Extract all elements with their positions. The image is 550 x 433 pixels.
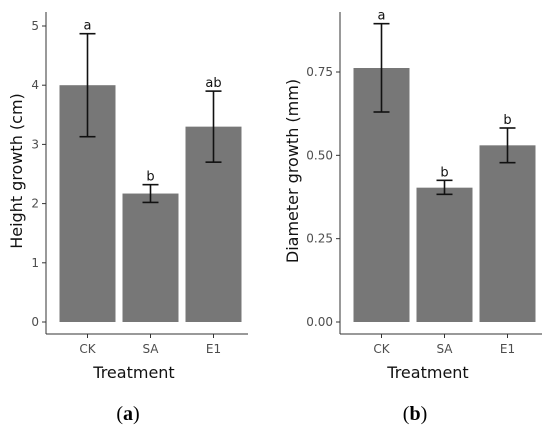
x-tick-label: SA — [142, 342, 159, 356]
y-tick-label: 0.50 — [306, 148, 333, 162]
x-tick-label: E1 — [206, 342, 221, 356]
y-axis-title: Height growth (cm) — [7, 93, 26, 249]
panel-label: (a) — [116, 403, 139, 425]
y-tick-label: 0 — [31, 315, 39, 329]
y-tick-label: 0.75 — [306, 65, 333, 79]
y-tick-label: 5 — [31, 19, 39, 33]
y-tick-label: 0.25 — [306, 232, 333, 246]
y-tick-label: 3 — [31, 137, 39, 151]
x-tick-label: CK — [79, 342, 96, 356]
significance-label: a — [84, 19, 92, 34]
bar-sa — [416, 187, 473, 322]
x-tick-label: CK — [373, 342, 390, 356]
significance-label: b — [503, 113, 511, 128]
bar-e1 — [479, 145, 536, 322]
x-axis-title: Treatment — [386, 363, 468, 382]
x-tick-label: E1 — [500, 342, 515, 356]
significance-label: a — [378, 9, 386, 24]
y-tick-label: 0.00 — [306, 315, 333, 329]
y-tick-label: 1 — [31, 256, 39, 270]
chart-panel-a: 0 1 2 3 4 5 a CK b SA ab E1 Treatment Height growth (… — [7, 12, 248, 425]
y-tick-label: 2 — [31, 197, 39, 211]
panel-label: (b) — [403, 403, 427, 425]
x-tick-label: SA — [436, 342, 453, 356]
chart-panel-b: 0.00 0.25 0.50 0.75 a CK b SA b E1 Treatment Diamet… — [283, 9, 542, 425]
y-axis-title: Diameter growth (mm) — [283, 79, 302, 263]
bar-sa — [122, 193, 179, 322]
y-tick-label: 4 — [31, 78, 39, 92]
significance-label: ab — [205, 76, 221, 91]
significance-label: b — [440, 165, 448, 180]
significance-label: b — [146, 170, 154, 185]
x-axis-title: Treatment — [92, 363, 174, 382]
